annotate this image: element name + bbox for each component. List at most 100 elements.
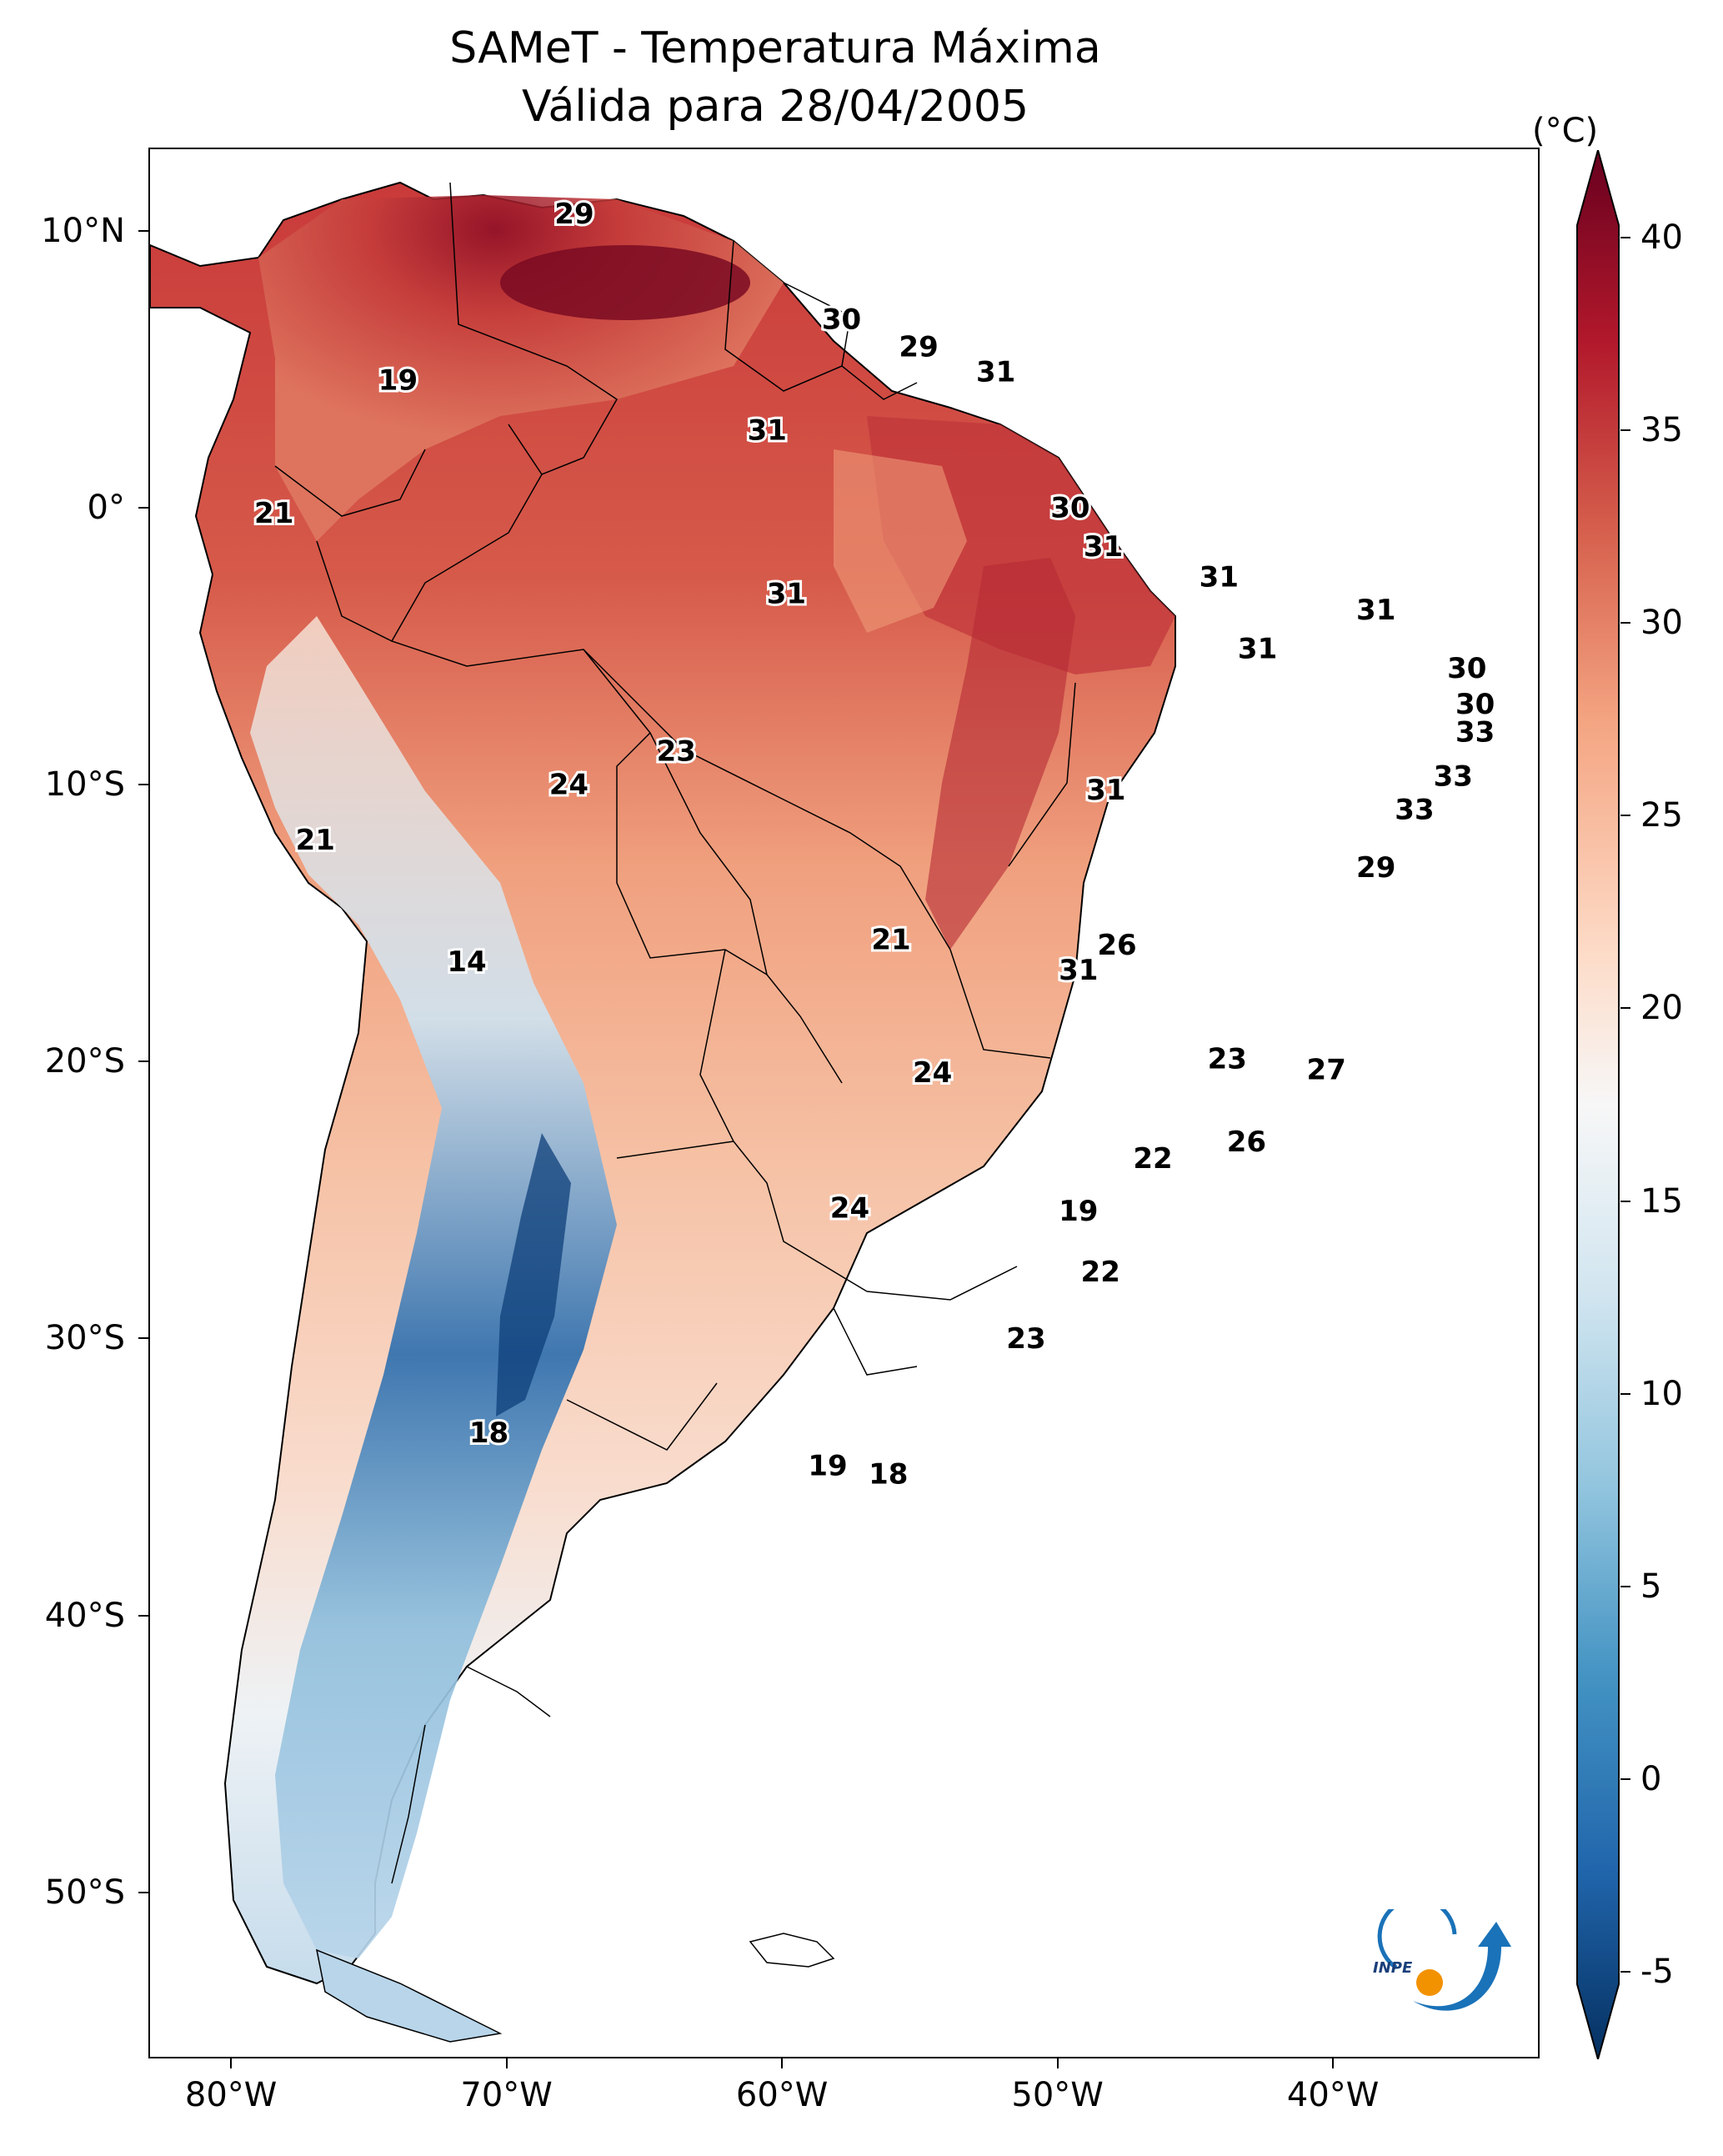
colorbar-tick-mark (1620, 1777, 1630, 1780)
lat-tick-label: 30°S (44, 1319, 125, 1358)
lat-tick-mark (138, 784, 148, 785)
colorbar-tick-label: 30 (1640, 604, 1683, 643)
station-value-label: 22 (1081, 1256, 1120, 1289)
falkland-islands (749, 1933, 835, 1968)
lat-tick-mark (138, 1337, 148, 1340)
colorbar-tick-label: 35 (1640, 411, 1683, 450)
colorbar-tick-label: 20 (1640, 989, 1683, 1028)
lat-tick-label: 50°S (44, 1873, 125, 1912)
lon-tick-label: 40°W (1286, 2076, 1380, 2114)
colorbar-unit: (°C) (1532, 112, 1599, 150)
lon-tick-label: 70°W (460, 2076, 553, 2114)
station-value-label: 14 (447, 945, 486, 979)
station-value-label: 21 (871, 924, 910, 957)
station-value-label: 30 (822, 303, 861, 336)
colorbar-tick-label: 40 (1640, 218, 1683, 257)
andes-cold-core (496, 1133, 571, 1416)
colorbar-tick-mark (1620, 237, 1630, 238)
lat-tick-label: 40°S (44, 1596, 125, 1635)
lat-tick-label: 20°S (44, 1042, 125, 1081)
lon-tick-mark (505, 2058, 508, 2068)
colorbar-tick-mark (1620, 1392, 1630, 1395)
station-value-label: 31 (976, 356, 1015, 389)
station-value-label: 31 (1356, 594, 1395, 627)
lat-tick-mark (138, 1614, 148, 1617)
station-value-label: 22 (1133, 1142, 1172, 1176)
lon-tick-mark (1056, 2058, 1059, 2068)
station-value-label: 33 (1395, 793, 1434, 826)
station-value-label: 24 (549, 769, 589, 802)
colorbar-tick-mark (1620, 815, 1630, 817)
lat-tick-mark (138, 1891, 148, 1893)
station-value-label: 33 (1434, 760, 1473, 794)
station-value-label: 26 (1227, 1126, 1266, 1159)
lat-tick-mark (138, 1060, 148, 1063)
station-value-label: 33 (1455, 715, 1495, 749)
station-value-label: 21 (296, 824, 335, 857)
lat-tick-label: 10°S (44, 765, 125, 804)
station-value-label: 19 (378, 364, 418, 398)
hot-region-central (925, 558, 1075, 950)
lon-tick-mark (1332, 2058, 1335, 2068)
map-subtitle: Válida para 28/04/2005 (521, 82, 1029, 132)
station-value-label: 29 (554, 198, 594, 231)
colorbar-tick-mark (1620, 622, 1630, 624)
station-value-label: 21 (254, 497, 293, 530)
andes-cold-band (250, 616, 617, 1958)
lon-tick-label: 60°W (735, 2076, 829, 2114)
station-value-label: 27 (1307, 1054, 1346, 1087)
station-value-label: 24 (913, 1056, 952, 1090)
lon-tick-mark (781, 2058, 784, 2068)
colorbar-tick-label: 15 (1640, 1181, 1683, 1221)
station-value-label: 31 (748, 414, 787, 447)
lon-tick-label: 80°W (184, 2076, 278, 2114)
station-value-label: 26 (1097, 929, 1136, 962)
station-value-label: 18 (469, 1416, 508, 1450)
station-value-label: 31 (1238, 633, 1277, 666)
station-value-label: 31 (1086, 774, 1125, 807)
station-value-label: 29 (1356, 851, 1395, 885)
colorbar-tick-label: 25 (1640, 796, 1683, 835)
map-title: SAMeT - Temperatura Máxima (449, 23, 1101, 73)
colorbar-tick-label: 10 (1640, 1374, 1683, 1413)
colorbar (1576, 150, 1620, 2059)
station-value-label: 23 (657, 735, 696, 769)
colorbar-tick-mark (1620, 1007, 1630, 1010)
colorbar-tick-mark (1620, 1585, 1630, 1587)
station-value-label: 31 (1084, 530, 1123, 564)
station-value-label: 31 (1059, 954, 1098, 987)
map-panel: 29 30 29 31 19 31 30 21 31 31 31 31 31 30 30 33 23 24 33 31… (148, 148, 1540, 2058)
inpe-logo: INPE (1373, 1909, 1511, 2011)
lon-tick-label: 50°W (1011, 2076, 1104, 2114)
hot-core-venezuela (500, 245, 750, 320)
lat-tick-mark (138, 506, 148, 509)
station-value-label: 23 (1208, 1042, 1247, 1075)
station-value-label: 31 (767, 577, 806, 610)
station-value-label: 24 (830, 1192, 869, 1226)
warm-region-amazon (834, 449, 967, 633)
station-value-label: 30 (1050, 491, 1089, 524)
colorbar-tick-label: 5 (1640, 1567, 1662, 1606)
svg-text:INPE: INPE (1373, 1959, 1413, 1977)
station-value-label: 29 (899, 331, 938, 364)
lat-tick-label: 10°N (41, 211, 125, 250)
tierra-del-fuego (315, 1948, 503, 2043)
colorbar-tick-mark (1620, 1971, 1630, 1973)
lat-tick-label: 0° (87, 488, 125, 527)
station-value-label: 19 (808, 1450, 847, 1483)
station-value-label: 18 (869, 1458, 908, 1492)
station-value-label: 19 (1059, 1195, 1098, 1228)
colorbar-tick-mark (1620, 1200, 1630, 1202)
station-value-label: 23 (1006, 1322, 1045, 1356)
colorbar-ramp (1576, 150, 1620, 2059)
colorbar-tick-label: 0 (1640, 1759, 1662, 1798)
country-borders (274, 182, 1076, 1884)
lat-tick-mark (138, 229, 148, 232)
colorbar-tick-mark (1620, 429, 1630, 432)
colorbar-tick-label: -5 (1640, 1953, 1674, 1991)
station-value-label: 30 (1447, 652, 1486, 685)
lon-tick-mark (230, 2058, 233, 2068)
station-value-label: 31 (1200, 560, 1239, 594)
